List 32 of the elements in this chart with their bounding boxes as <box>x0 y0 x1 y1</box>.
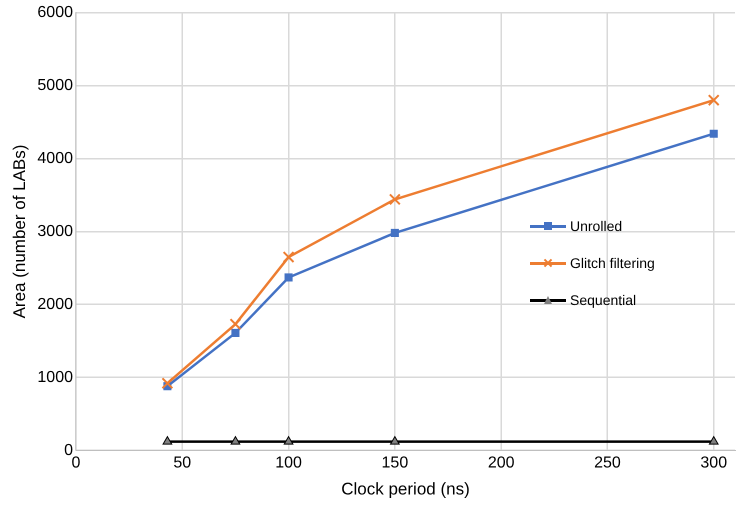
y-axis-title: Area (number of LABs) <box>10 144 29 318</box>
point <box>710 130 718 138</box>
point <box>708 436 719 445</box>
x-tick-label: 50 <box>173 454 192 472</box>
point <box>708 94 720 106</box>
x-tick-label: 100 <box>275 454 302 472</box>
y-tick-label: 3000 <box>37 222 74 240</box>
point <box>390 228 399 237</box>
point <box>388 193 401 206</box>
x-tick-label: 150 <box>382 454 408 472</box>
point <box>229 318 242 330</box>
point <box>230 436 240 445</box>
y-tick-label: 1000 <box>37 368 74 386</box>
x-tick-label: 300 <box>700 454 728 472</box>
legend-label: Glitch filtering <box>570 255 655 271</box>
point <box>284 273 293 282</box>
legend-label: Sequential <box>570 292 636 308</box>
y-tick-label: 5000 <box>37 76 74 94</box>
x-axis-title: Clock period (ns) <box>341 479 470 498</box>
point <box>390 436 400 445</box>
point <box>231 328 240 337</box>
x-tick-label: 250 <box>594 454 621 472</box>
y-tick-label: 2000 <box>37 296 74 313</box>
y-tick-label: 4000 <box>37 150 74 167</box>
legend-label: Unrolled <box>570 218 622 234</box>
y-tick-label: 6000 <box>37 4 74 22</box>
x-tick-label: 200 <box>488 454 515 472</box>
point <box>282 251 295 263</box>
y-tick-label: 0 <box>64 442 74 459</box>
point <box>161 377 174 390</box>
point <box>162 436 172 445</box>
point <box>284 436 294 445</box>
